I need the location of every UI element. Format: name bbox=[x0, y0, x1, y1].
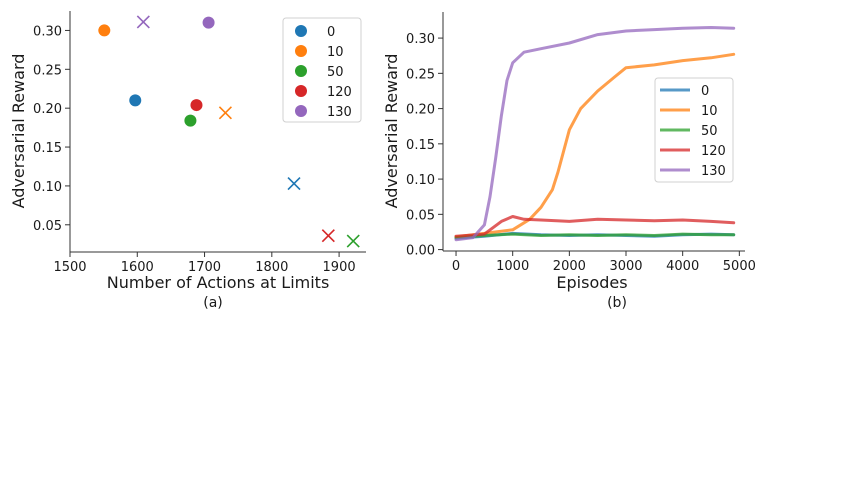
scatter-point-circle bbox=[129, 94, 142, 107]
scatter-point-circle bbox=[184, 114, 197, 127]
x-tick-label: 1900 bbox=[323, 260, 356, 275]
x-tick-label: 1800 bbox=[255, 260, 288, 275]
a-legend-label: 50 bbox=[327, 65, 344, 80]
b-ticks: 0 1000 2000 3000 4000 5000 0.00 0.05 0.10 0.15 0.2… bbox=[406, 32, 756, 274]
scatter-point-cross bbox=[287, 177, 301, 191]
scatter-point-cross bbox=[136, 15, 150, 29]
scatter-marks bbox=[98, 15, 360, 248]
y-tick-label: 0.25 bbox=[33, 63, 62, 78]
b-legend: 0 10 50 120 130 bbox=[654, 77, 734, 183]
line-panel: 0 1000 2000 3000 4000 5000 0.00 0.05 0.10 0.15 0.2… bbox=[382, 12, 756, 311]
a-legend-entry: 120 bbox=[295, 85, 352, 100]
x-tick-label: 1500 bbox=[53, 260, 86, 275]
a-legend-marker bbox=[295, 25, 307, 37]
a-legend-marker bbox=[295, 105, 307, 117]
b-legend-label: 0 bbox=[701, 84, 709, 99]
y-tick-label: 0.00 bbox=[406, 244, 435, 259]
cross-stroke bbox=[287, 177, 301, 191]
a-ticks: 1500 1600 1700 1800 1900 0.05 0.10 0.15 0.20 0.25… bbox=[33, 24, 356, 275]
scatter-point-cross bbox=[321, 229, 335, 243]
y-tick-label: 0.15 bbox=[33, 141, 62, 156]
y-tick-label: 0.05 bbox=[406, 208, 435, 223]
b-legend-label: 10 bbox=[701, 104, 718, 119]
y-tick-label: 0.10 bbox=[406, 173, 435, 188]
y-tick-label: 0.25 bbox=[406, 67, 435, 82]
cross-stroke bbox=[136, 15, 150, 29]
cross-stroke bbox=[321, 229, 335, 243]
a-legend-label: 0 bbox=[327, 25, 335, 40]
scatter-point-cross bbox=[346, 234, 360, 248]
x-tick-label: 1000 bbox=[496, 259, 529, 274]
a-legend-entry: 50 bbox=[295, 65, 344, 80]
b-legend-entry: 130 bbox=[660, 164, 726, 179]
scatter-point-circle bbox=[190, 99, 203, 112]
scatter-point-circle bbox=[98, 24, 111, 37]
b-legend-label: 130 bbox=[701, 164, 726, 179]
y-tick-label: 0.15 bbox=[406, 138, 435, 153]
a-y-axis-label: Adversarial Reward bbox=[9, 54, 28, 209]
a-legend-marker bbox=[295, 65, 307, 77]
x-tick-label: 0 bbox=[452, 259, 460, 274]
a-legend-label: 10 bbox=[327, 45, 344, 60]
a-legend-marker bbox=[295, 45, 307, 57]
a-legend-entry: 10 bbox=[295, 45, 344, 60]
b-legend-label: 50 bbox=[701, 124, 718, 139]
series-line bbox=[454, 26, 736, 242]
a-x-axis-label: Number of Actions at Limits bbox=[107, 273, 330, 292]
a-legend-label: 120 bbox=[327, 85, 352, 100]
b-legend-frame bbox=[654, 77, 734, 183]
b-x-axis-label: Episodes bbox=[556, 273, 627, 292]
b-legend-entry: 0 bbox=[660, 84, 709, 99]
series-line bbox=[454, 232, 736, 240]
cross-stroke bbox=[218, 106, 232, 120]
b-legend-entry: 50 bbox=[660, 124, 718, 139]
y-tick-label: 0.20 bbox=[406, 103, 435, 118]
b-caption: (b) bbox=[607, 295, 627, 311]
b-legend-label: 120 bbox=[701, 144, 726, 159]
a-caption: (a) bbox=[203, 295, 223, 311]
x-tick-label: 3000 bbox=[609, 259, 642, 274]
x-tick-label: 5000 bbox=[723, 259, 756, 274]
scatter-panel: 1500 1600 1700 1800 1900 0.05 0.10 0.15 0.20 0.25… bbox=[9, 11, 366, 311]
series-line bbox=[454, 215, 736, 238]
a-legend-label: 130 bbox=[327, 105, 352, 120]
x-tick-label: 1700 bbox=[188, 260, 221, 275]
a-legend: 0 10 50 120 130 bbox=[282, 17, 362, 123]
y-tick-label: 0.20 bbox=[33, 102, 62, 117]
a-legend-marker bbox=[295, 85, 307, 97]
b-legend-entry: 10 bbox=[660, 104, 718, 119]
a-legend-entry: 0 bbox=[295, 25, 335, 40]
b-y-axis-label: Adversarial Reward bbox=[382, 54, 401, 209]
y-tick-label: 0.30 bbox=[406, 32, 435, 47]
y-tick-label: 0.05 bbox=[33, 219, 62, 234]
cross-stroke bbox=[346, 234, 360, 248]
y-tick-label: 0.30 bbox=[33, 24, 62, 39]
y-tick-label: 0.10 bbox=[33, 180, 62, 195]
x-tick-label: 4000 bbox=[666, 259, 699, 274]
b-legend-entry: 120 bbox=[660, 144, 726, 159]
a-legend-entry: 130 bbox=[295, 105, 352, 120]
scatter-point-circle bbox=[202, 16, 215, 29]
series-line bbox=[454, 52, 736, 239]
x-tick-label: 1600 bbox=[121, 260, 154, 275]
scatter-point-cross bbox=[218, 106, 232, 120]
line-series bbox=[454, 26, 736, 242]
x-tick-label: 2000 bbox=[553, 259, 586, 274]
